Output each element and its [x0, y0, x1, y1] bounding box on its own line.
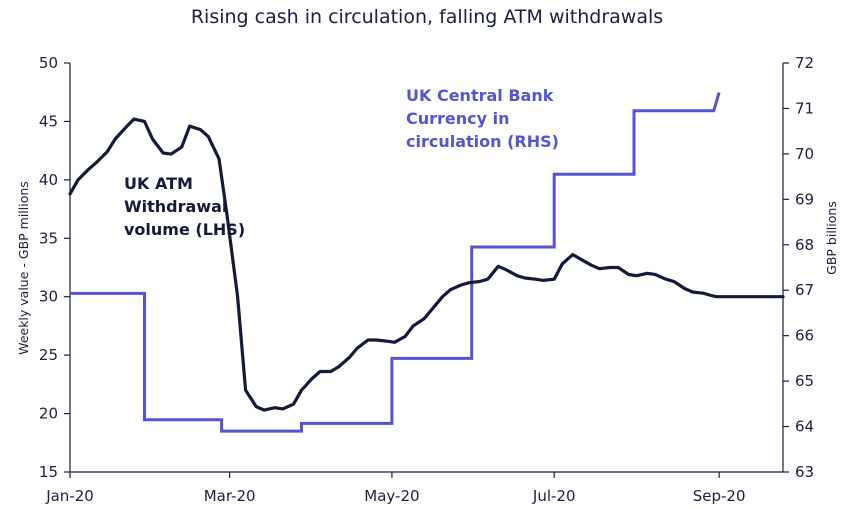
left-y-tick-label: 15 — [39, 463, 58, 481]
right-y-tick-label: 72 — [795, 54, 814, 72]
left-y-tick-label: 50 — [39, 54, 58, 72]
left-y-tick-label: 35 — [39, 229, 58, 247]
atm-series-label: UK ATM Withdrawal volume (LHS) — [124, 174, 245, 239]
x-tick-label: Sep-20 — [693, 487, 746, 505]
currency-series-label: UK Central Bank Currency in circulation … — [406, 86, 559, 151]
right-y-tick-label: 64 — [795, 418, 814, 436]
right-y-tick-group: 63 64 65 66 67 68 69 70 71 72 — [783, 54, 814, 481]
atm-series-label-line-1: UK ATM — [124, 174, 193, 193]
right-y-tick-label: 67 — [795, 281, 814, 299]
x-tick-label: May-20 — [364, 487, 419, 505]
right-y-axis-label: GBP billions — [824, 201, 839, 275]
right-y-tick-label: 65 — [795, 372, 814, 390]
chart-title: Rising cash in circulation, falling ATM … — [191, 6, 663, 28]
x-tick-label: Mar-20 — [204, 487, 256, 505]
left-y-tick-label: 30 — [39, 288, 58, 306]
currency-circulation-series-line — [70, 92, 721, 433]
currency-series-label-line-1: UK Central Bank — [406, 86, 554, 105]
atm-series-label-line-2: Withdrawal — [124, 197, 227, 216]
left-y-axis-label: Weekly value - GBP millions — [16, 181, 31, 355]
right-y-tick-label: 63 — [795, 463, 814, 481]
left-y-tick-group: 15 20 25 30 35 40 45 50 — [39, 54, 70, 481]
atm-series-label-line-3: volume (LHS) — [124, 220, 245, 239]
right-y-tick-label: 66 — [795, 327, 814, 345]
currency-series-label-line-2: Currency in — [406, 109, 510, 128]
left-y-tick-label: 40 — [39, 171, 58, 189]
left-y-tick-label: 20 — [39, 405, 58, 423]
x-tick-label: Jan-20 — [45, 487, 94, 505]
x-tick-group: Jan-20 Mar-20 May-20 Jul-20 Sep-20 — [45, 472, 746, 505]
right-y-tick-label: 70 — [795, 145, 814, 163]
right-y-tick-label: 68 — [795, 236, 814, 254]
left-y-tick-label: 45 — [39, 112, 58, 130]
left-y-tick-label: 25 — [39, 346, 58, 364]
atm-withdrawal-series-line — [68, 117, 785, 412]
right-y-tick-label: 71 — [795, 99, 814, 117]
right-y-tick-label: 69 — [795, 190, 814, 208]
currency-series-label-line-3: circulation (RHS) — [406, 132, 559, 151]
x-tick-label: Jul-20 — [532, 487, 576, 505]
